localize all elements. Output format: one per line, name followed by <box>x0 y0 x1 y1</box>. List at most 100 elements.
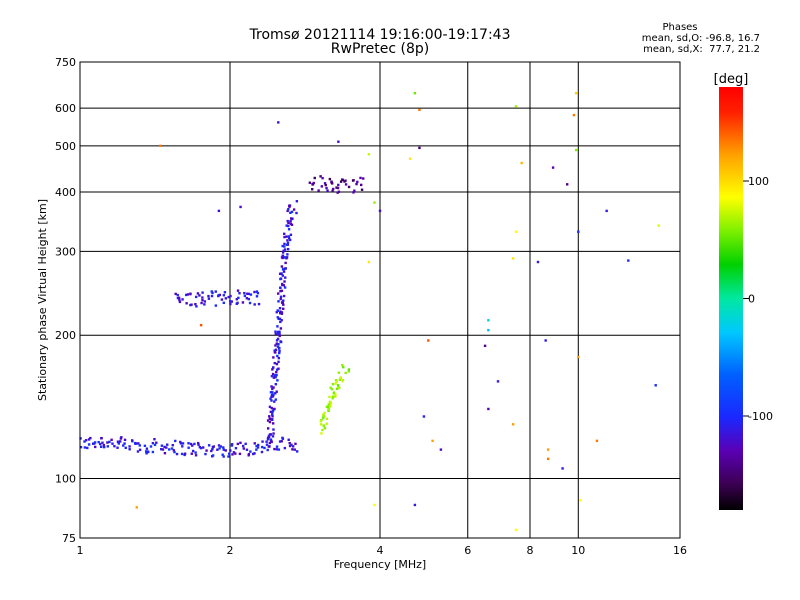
data-point <box>243 291 246 295</box>
data-point <box>283 446 287 450</box>
data-point <box>205 449 208 452</box>
data-point <box>271 413 274 416</box>
data-point <box>267 434 271 438</box>
colorbar-tick-label: -100 <box>748 410 773 423</box>
y-tick-label: 300 <box>55 245 76 258</box>
data-point <box>179 440 182 444</box>
y-axis: 75 100 200 300 400 500 600 750 <box>55 56 76 545</box>
data-point <box>145 447 149 450</box>
data-point <box>128 448 131 451</box>
data-point <box>544 339 547 342</box>
data-point <box>166 443 169 446</box>
data-point <box>279 277 282 281</box>
data-point <box>627 259 630 262</box>
data-point <box>282 307 285 310</box>
data-point <box>83 440 86 443</box>
data-point <box>338 378 342 381</box>
data-point <box>201 298 204 302</box>
data-point <box>270 393 274 397</box>
data-point <box>181 442 185 445</box>
data-point <box>546 448 550 451</box>
data-point <box>207 444 211 447</box>
data-point <box>335 380 338 383</box>
data-point <box>312 181 315 185</box>
data-point <box>281 251 285 254</box>
data-point <box>326 405 330 409</box>
data-point <box>239 205 242 209</box>
data-point <box>278 330 281 333</box>
data-point <box>248 301 252 305</box>
data-point <box>249 450 252 453</box>
data-point <box>189 292 192 296</box>
data-point <box>341 178 345 182</box>
data-point <box>323 411 326 415</box>
data-point <box>170 447 174 450</box>
data-point <box>160 444 164 447</box>
x-tick-label: 1 <box>77 544 84 557</box>
data-point <box>322 414 326 418</box>
data-point <box>229 302 232 306</box>
data-point <box>322 424 326 427</box>
data-point <box>325 417 329 421</box>
data-point <box>367 153 371 156</box>
data-point <box>174 292 177 296</box>
data-point <box>271 395 275 398</box>
data-point <box>276 325 279 328</box>
data-point <box>227 455 230 458</box>
data-point <box>565 183 569 186</box>
data-point <box>278 351 281 355</box>
data-point <box>83 446 87 449</box>
data-point <box>321 176 324 180</box>
data-point <box>373 503 376 507</box>
data-point <box>261 440 264 443</box>
data-point <box>352 191 355 194</box>
data-point <box>536 260 540 264</box>
data-point <box>99 442 102 446</box>
data-point <box>116 440 120 443</box>
data-point <box>177 296 181 300</box>
data-point <box>280 289 284 292</box>
data-point <box>222 446 225 449</box>
data-point <box>319 420 323 423</box>
data-point <box>236 289 240 292</box>
data-point <box>236 301 239 305</box>
data-point <box>92 442 95 445</box>
data-point <box>337 190 341 193</box>
data-point <box>135 442 138 445</box>
data-point <box>283 248 287 251</box>
data-point <box>224 449 227 452</box>
data-point <box>280 311 284 314</box>
data-point <box>194 295 198 299</box>
data-point <box>276 330 280 334</box>
data-point <box>574 91 578 95</box>
data-point <box>138 448 142 451</box>
data-point <box>282 284 286 287</box>
data-point <box>173 450 176 454</box>
data-point <box>155 441 158 444</box>
data-point <box>271 391 274 394</box>
data-point <box>276 309 279 313</box>
data-point <box>290 223 294 227</box>
data-point <box>577 230 580 233</box>
data-point <box>116 446 119 449</box>
data-point <box>282 268 285 272</box>
data-point <box>359 176 362 180</box>
x-tick-label: 10 <box>571 544 585 557</box>
data-point <box>281 436 284 440</box>
data-point <box>279 320 282 324</box>
data-point <box>168 448 171 451</box>
data-point <box>291 448 294 451</box>
data-point <box>79 437 82 440</box>
data-point <box>332 391 336 394</box>
data-point <box>284 267 287 270</box>
data-point <box>347 370 351 373</box>
data-point <box>124 446 127 450</box>
data-point <box>210 290 213 293</box>
data-point <box>270 406 273 410</box>
data-point <box>546 457 550 461</box>
data-point <box>487 328 490 332</box>
data-point <box>270 440 273 444</box>
data-point <box>216 448 219 451</box>
data-point <box>276 332 280 335</box>
data-point <box>102 445 106 449</box>
